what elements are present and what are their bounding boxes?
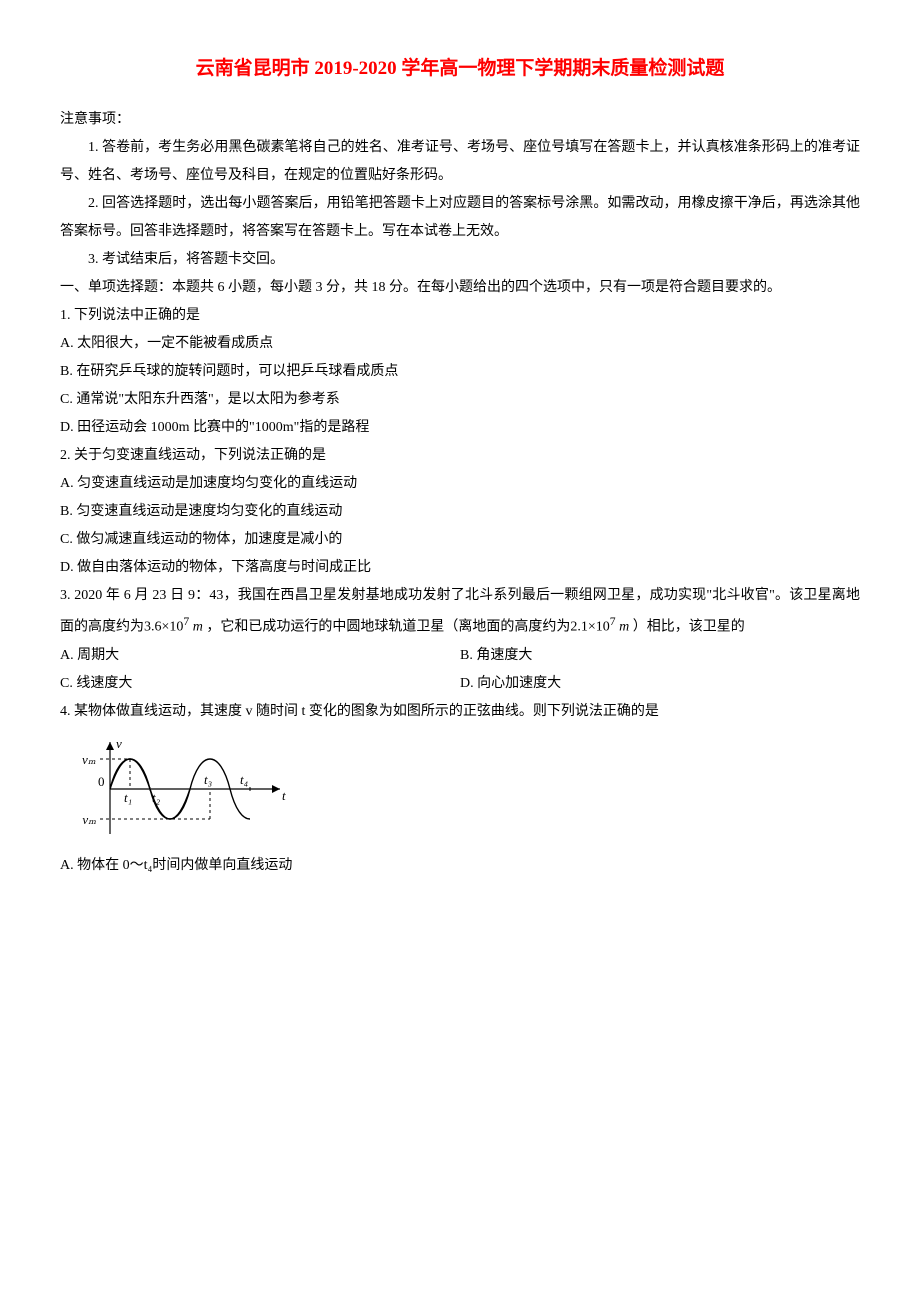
q3-stem-b: ，它和已成功运行的中圆地球轨道卫星（离地面的高度约为: [203, 620, 571, 635]
label-t3: t₃: [204, 772, 212, 787]
label-t2: t₂: [152, 790, 161, 805]
q1-opt-c: C. 通常说"太阳东升西落"，是以太阳为参考系: [60, 386, 860, 414]
q2-opt-c: C. 做匀减速直线运动的物体，加速度是减小的: [60, 526, 860, 554]
q3-opts-row2: C. 线速度大 D. 向心加速度大: [60, 670, 860, 698]
q3-stem-c: ）相比，该卫星的: [629, 620, 745, 635]
graph-axes: [106, 742, 280, 834]
q2-opt-b: B. 匀变速直线运动是速度均匀变化的直线运动: [60, 498, 860, 526]
q3-stem: 3. 2020 年 6 月 23 日 9：43，我国在西昌卫星发射基地成功发射了…: [60, 582, 860, 642]
page-title: 云南省昆明市 2019-2020 学年高一物理下学期期末质量检测试题: [60, 50, 860, 88]
label-vm-pos: vₘ: [82, 752, 96, 767]
label-vm-neg: -vₘ: [82, 812, 96, 827]
q1-opt-b: B. 在研究乒乓球的旋转问题时，可以把乒乓球看成质点: [60, 358, 860, 386]
q3-val2-unit: m: [616, 620, 630, 635]
label-t4: t₄: [240, 772, 249, 787]
q3-opt-a: A. 周期大: [60, 642, 460, 670]
q3-opts-row1: A. 周期大 B. 角速度大: [60, 642, 860, 670]
q3-val1-unit: m: [189, 620, 203, 635]
notice-3: 3. 考试结束后，将答题卡交回。: [60, 246, 860, 274]
q3-val2-base: 2.1×10: [570, 620, 609, 635]
q2-stem: 2. 关于匀变速直线运动，下列说法正确的是: [60, 442, 860, 470]
q1-opt-a: A. 太阳很大，一定不能被看成质点: [60, 330, 860, 358]
q3-opt-d: D. 向心加速度大: [460, 670, 860, 698]
notice-1: 1. 答卷前，考生务必用黑色碳素笔将自己的姓名、准考证号、考场号、座位号填写在答…: [60, 134, 860, 190]
q1-stem: 1. 下列说法中正确的是: [60, 302, 860, 330]
label-origin: 0: [98, 774, 105, 789]
notice-header: 注意事项：: [60, 106, 860, 134]
label-t1: t₁: [124, 790, 132, 805]
q3-val1-base: 3.6×10: [144, 620, 183, 635]
q4-stem: 4. 某物体做直线运动，其速度 v 随时间 t 变化的图象为如图所示的正弦曲线。…: [60, 698, 860, 726]
section-header: 一、单项选择题：本题共 6 小题，每小题 3 分，共 18 分。在每小题给出的四…: [60, 274, 860, 302]
sine-graph: v t vₘ -vₘ 0 t₁ t₂ t₃ t₄: [82, 734, 292, 844]
q1-opt-d: D. 田径运动会 1000m 比赛中的"1000m"指的是路程: [60, 414, 860, 442]
q2-opt-a: A. 匀变速直线运动是加速度均匀变化的直线运动: [60, 470, 860, 498]
sine-graph-container: v t vₘ -vₘ 0 t₁ t₂ t₃ t₄: [82, 734, 860, 844]
q2-opt-d: D. 做自由落体运动的物体，下落高度与时间成正比: [60, 554, 860, 582]
q3-opt-b: B. 角速度大: [460, 642, 860, 670]
label-t: t: [282, 788, 286, 803]
notice-2: 2. 回答选择题时，选出每小题答案后，用铅笔把答题卡上对应题目的答案标号涂黑。如…: [60, 190, 860, 246]
label-v: v: [116, 736, 122, 751]
q4-opt-a: A. 物体在 0～t₄时间内做单向直线运动: [60, 852, 860, 880]
q3-opt-c: C. 线速度大: [60, 670, 460, 698]
